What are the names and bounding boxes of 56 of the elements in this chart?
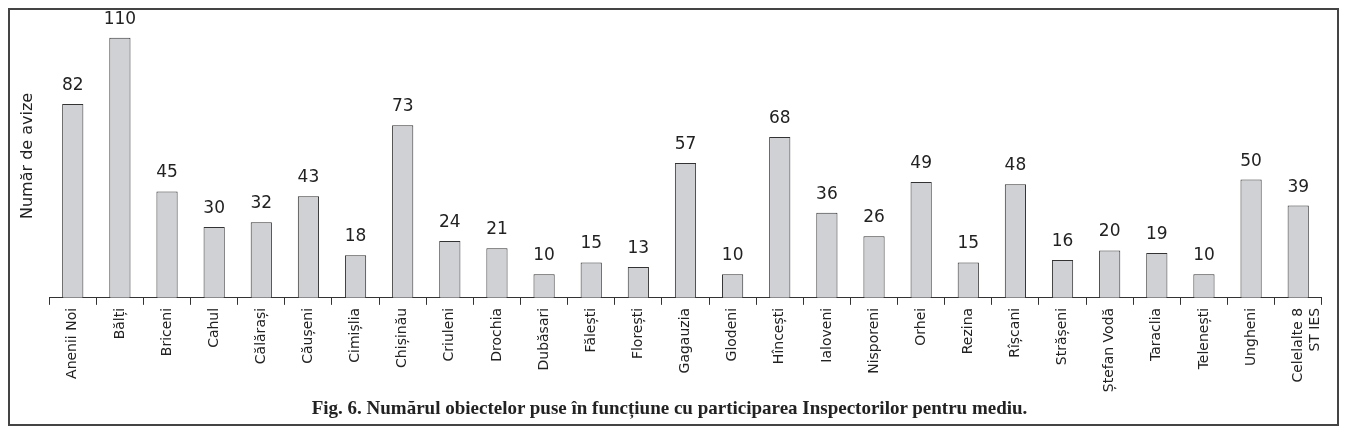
x-tick-label: Gagauzia [676, 307, 693, 374]
x-tick-label: Rezina [958, 307, 975, 355]
x-tick-label: Drochia [487, 307, 504, 362]
data-label: 15 [957, 232, 980, 253]
data-label: 48 [1004, 154, 1027, 175]
data-label: 57 [674, 132, 697, 153]
data-label: 13 [627, 237, 650, 258]
data-label: 18 [344, 225, 367, 246]
x-tick-label: Cahul [204, 307, 221, 348]
x-tick-label: Cimișlia [346, 307, 364, 363]
data-label: 20 [1098, 220, 1121, 241]
x-tick-label: Ștefan Vodă [1100, 307, 1118, 393]
data-label: 39 [1287, 175, 1310, 196]
x-tick-label: Chișinău [393, 307, 411, 368]
data-label: 15 [580, 232, 603, 253]
x-tick-label: Ungheni [1241, 307, 1258, 367]
x-tick-label: Anenii Noi [63, 307, 80, 379]
x-tick-label: Fălești [581, 307, 599, 353]
x-tick-label: Taraclia [1147, 307, 1164, 363]
data-label: 82 [61, 73, 84, 94]
text: Fig. 6. Numărul obiectelor puse în funcțiune cu participarea Inspectorilor pentru mediu. [311, 396, 1028, 419]
x-tick-label: Strășeni [1053, 307, 1071, 366]
y-axis-title: Număr de avize [16, 92, 36, 220]
data-label: 68 [768, 106, 791, 127]
x-tick-label: Hîncești [770, 307, 788, 365]
data-label: 21 [486, 218, 508, 239]
data-label: 10 [721, 244, 744, 265]
data-label: 110 [103, 7, 137, 28]
data-label: 49 [910, 151, 932, 172]
x-tick-label: Glodeni [723, 307, 740, 362]
data-label: 73 [391, 95, 414, 116]
data-label: 10 [533, 244, 555, 265]
data-label: 24 [439, 211, 461, 232]
x-tick-label: Ialoveni [817, 307, 834, 363]
data-label: 30 [203, 196, 225, 217]
x-tick-label: Briceni [157, 307, 174, 357]
data-label: 43 [297, 166, 320, 187]
data-label: 26 [863, 206, 885, 227]
data-label: 36 [816, 182, 838, 203]
x-tick-label: Căușeni [299, 307, 317, 364]
data-label: 16 [1051, 229, 1074, 250]
data-label: 45 [156, 161, 178, 182]
data-label: 50 [1240, 149, 1262, 170]
x-tick-label: Telenești [1194, 307, 1212, 371]
x-tick-label: Nisporeni [864, 307, 881, 374]
x-tick-label: Orhei [911, 307, 928, 346]
data-label: 32 [250, 192, 273, 213]
x-tick-label: Călărași [251, 307, 269, 365]
x-tick-label: Rîșcani [1006, 307, 1024, 358]
x-tick-label: Dubăsari [534, 307, 551, 371]
x-tick-label: Florești [629, 307, 646, 360]
data-label: 19 [1146, 222, 1168, 243]
x-tick-label: Bălți [110, 307, 128, 340]
data-label: 10 [1193, 244, 1215, 265]
x-tick-label: Celelalte 8 ST IES [1288, 307, 1322, 383]
x-tick-label: Criuleni [440, 307, 457, 362]
